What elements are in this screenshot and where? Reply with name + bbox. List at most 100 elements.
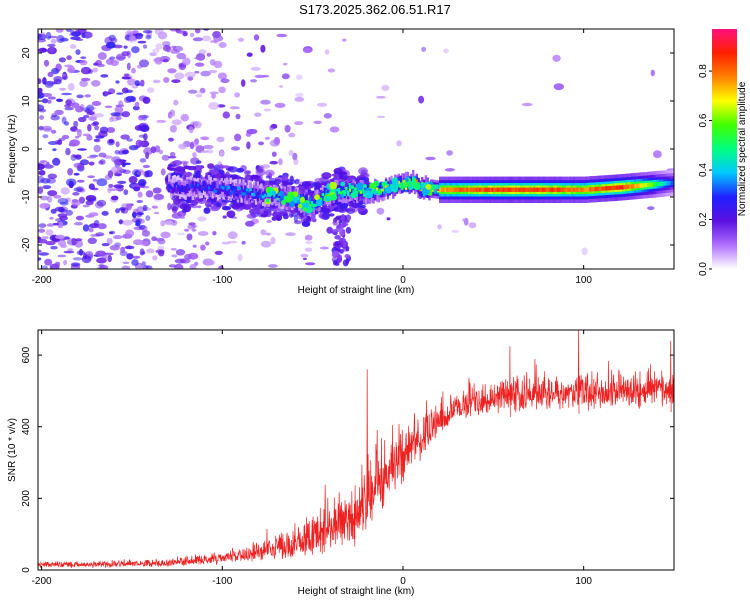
spectrogram-noise-blob (647, 206, 655, 211)
spectrogram-ridge-cell (339, 191, 343, 195)
spectrogram-ridge-cell (256, 191, 259, 195)
spectrogram-noise-blob (192, 152, 197, 158)
spectrogram-noise-blob (375, 95, 386, 99)
spectrogram-ridge-cell (639, 183, 643, 188)
spectrogram-noise-blob (41, 98, 49, 104)
spectrogram-ridge-cell (589, 187, 592, 192)
spectrogram-ridge-cell (198, 179, 202, 190)
spectrogram-noise-blob (140, 240, 149, 246)
spectrogram-noise-blob (84, 94, 91, 98)
spectrogram-ridge-cell (169, 187, 173, 194)
spectrogram-noise-blob (208, 69, 218, 74)
spectrogram-ridge-cell (652, 182, 655, 187)
spectrogram-noise-blob (250, 79, 258, 83)
spectrogram-ridge-cell (231, 191, 234, 194)
spectrogram-noise-blob (43, 59, 50, 67)
spectrogram-ridge-cell (569, 187, 572, 192)
spectrogram-ridge-cell (249, 188, 252, 192)
spectrogram-noise-blob (396, 140, 402, 147)
spectrogram-cluster-blob (336, 225, 341, 229)
spectrogram-cluster-blob (303, 217, 312, 223)
spectrogram-ridge-cell (254, 192, 258, 199)
spectrogram-ridge-cell (202, 187, 205, 191)
spectrogram-noise-blob (96, 63, 106, 68)
spectrogram-ridge-cell (645, 183, 648, 188)
spectrogram-ridge-cell (632, 184, 635, 189)
spectrogram-cluster-blob (333, 217, 338, 223)
spectrogram-ridge-cell (231, 185, 234, 192)
spectrogram-ridge-cell (359, 190, 362, 194)
spectrogram-ridge-cell (412, 182, 415, 186)
snr-frame (37, 329, 675, 571)
spectrogram-noise-blob (93, 62, 98, 66)
spectrogram-noise-blob (212, 231, 217, 236)
spectrogram-ridge-cell (319, 197, 323, 201)
spectrogram-ridge-cell (648, 182, 652, 187)
spectrogram-noise-blob (274, 102, 286, 108)
spectrogram-noise-blob (115, 116, 122, 121)
spectrogram-noise-blob (57, 254, 67, 258)
spectrogram-noise-blob (55, 218, 63, 222)
snr-y-tick-label: 400 (21, 418, 32, 435)
spectrogram-ridge-cell (328, 191, 332, 195)
spectrogram-cluster-blob (345, 245, 350, 252)
spectrogram-ridge-cell (571, 187, 574, 192)
spectrogram-noise-blob (54, 109, 64, 116)
spectrogram-noise-blob (38, 78, 42, 85)
spectrogram-ridge-cell (538, 187, 541, 192)
spectrogram-ridge-cell (238, 188, 241, 195)
spectrogram-noise-blob (376, 207, 385, 215)
spectrogram-ridge-cell (168, 186, 171, 193)
spectrogram-noise-blob (172, 45, 184, 52)
spectrogram-ridge-cell (379, 182, 382, 192)
spectrogram-ridge-cell (182, 186, 185, 190)
spectrogram-noise-blob (73, 120, 79, 128)
spectrogram-noise-blob (71, 102, 80, 108)
spectrogram-noise-blob (134, 125, 144, 131)
spectrogram-ridge-cell (339, 191, 343, 198)
spectrogram-noise-blob (381, 84, 390, 91)
spectrogram-ridge-cell (513, 187, 516, 192)
spectrogram-noise-blob (260, 44, 266, 53)
spectrogram-ridge-cell (451, 187, 455, 192)
spectrogram-noise-blob (164, 220, 174, 226)
spectrogram-cluster-blob (342, 242, 347, 248)
spectrogram-ridge-cell (198, 184, 202, 188)
spectrogram-cluster-blob (225, 171, 230, 178)
spectrogram-ridge-cell (363, 189, 366, 196)
spectrogram-ridge-cell (527, 187, 530, 192)
spectrogram-ridge-cell (384, 180, 388, 187)
colorbar-tick-label: 0.2 (698, 212, 709, 226)
spectrogram-ridge-cell (605, 186, 608, 191)
spectrogram-ridge-cell (603, 186, 606, 191)
spectrogram-ridge-cell (381, 188, 384, 192)
spectrogram-noise-blob (184, 71, 196, 78)
spectrogram-ridge-cell (448, 187, 451, 192)
spectrogram-noise-blob (168, 137, 174, 142)
spectrogram-ridge-cell (337, 191, 341, 195)
spectrogram-ridge-cell (178, 186, 182, 190)
spectrogram-cluster-blob (251, 206, 261, 214)
spectrogram-noise-blob (137, 40, 147, 44)
spectrogram-ridge-cell (506, 187, 509, 192)
spectrogram-ridge-cell (437, 188, 440, 191)
spectrogram-noise-blob (59, 87, 67, 91)
spectrogram-ridge-cell (245, 188, 249, 195)
spectrogram-noise-blob (75, 49, 81, 55)
spectrogram-ridge-cell (464, 187, 467, 192)
spectrogram-noise-blob (152, 79, 161, 84)
spectrogram-ridge-cell (341, 190, 344, 194)
spectrogram-noise-blob (47, 173, 57, 180)
spectrogram-ridge-cell (305, 194, 308, 204)
spectrogram-cluster-blob (339, 249, 344, 254)
spectrogram-noise-blob (134, 101, 140, 107)
spectrogram-noise-blob (115, 208, 120, 214)
spectrogram-noise-blob (151, 236, 157, 242)
spectrogram-ridge-cell (244, 189, 247, 203)
spectrogram-noise-blob (302, 47, 312, 54)
spectrogram-heatmap (38, 29, 674, 269)
spectrogram-ridge-knot (299, 197, 305, 203)
spectrogram-noise-blob (194, 56, 205, 60)
spectrogram-noise-blob (265, 232, 271, 236)
